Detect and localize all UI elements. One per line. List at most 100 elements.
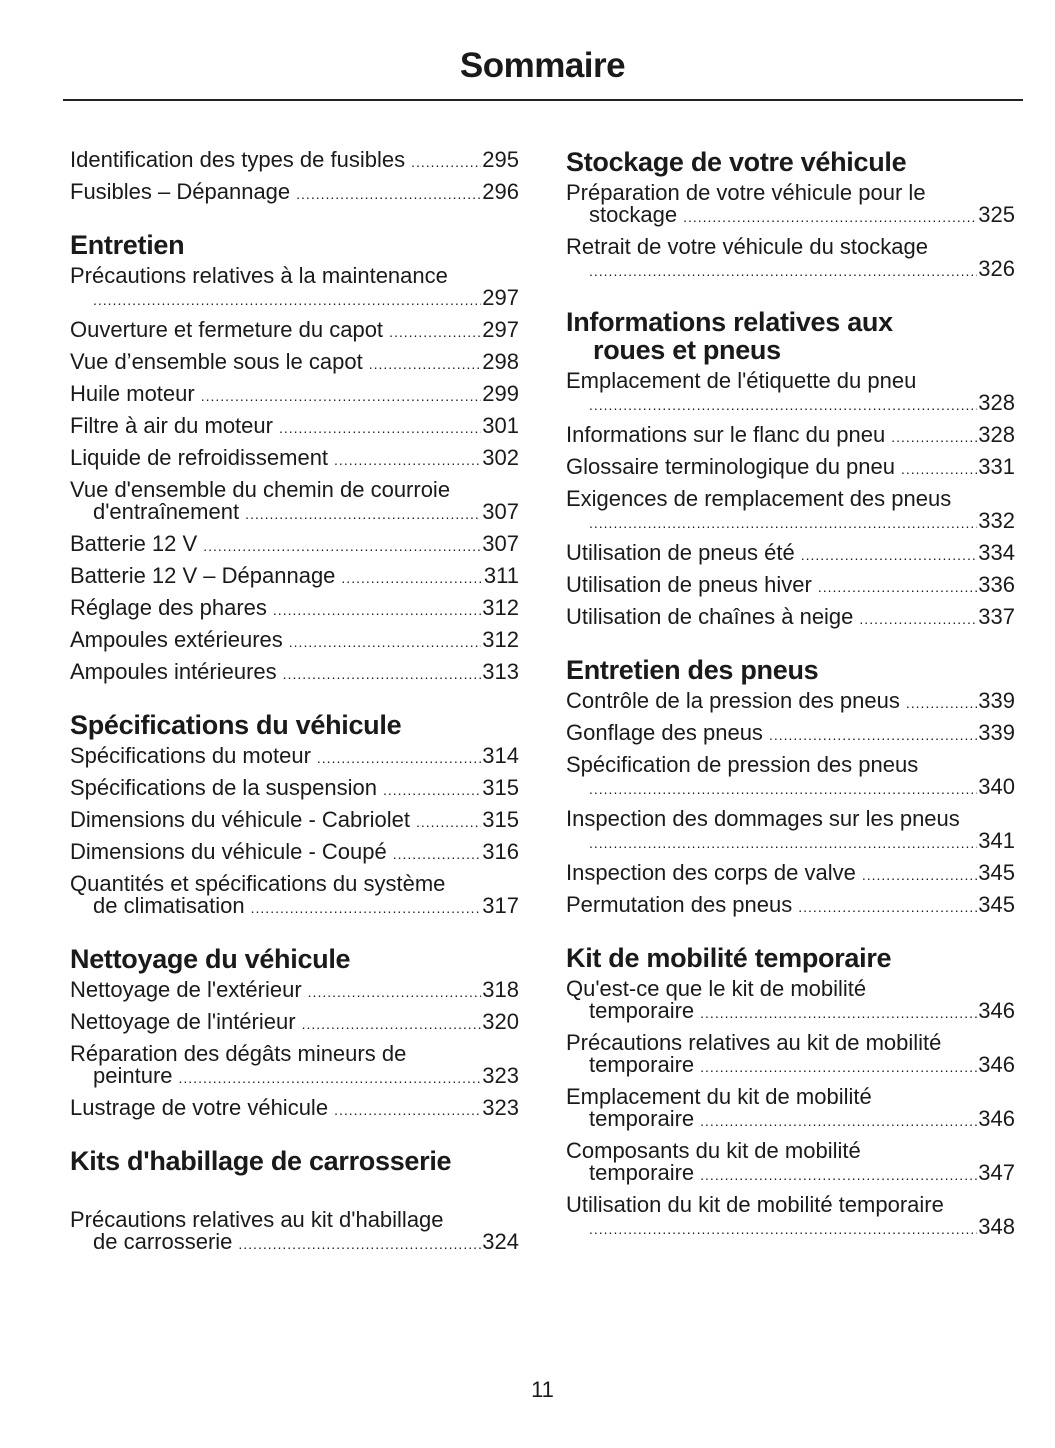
toc-entry-page[interactable]: 297 <box>482 317 519 342</box>
toc-entry-page[interactable]: 297 <box>482 285 519 310</box>
toc-entry[interactable]: Emplacement de l'étiquette du pneu 328 <box>566 366 1015 420</box>
toc-entry-title[interactable]: Inspection des dommages sur les pneus <box>566 806 960 831</box>
toc-entry[interactable]: Utilisation de pneus hiver 336 <box>566 570 1015 602</box>
toc-entry-page[interactable]: 331 <box>978 454 1015 479</box>
toc-entry-page[interactable]: 336 <box>978 572 1015 597</box>
toc-entry[interactable]: Informations sur le flanc du pneu 328 <box>566 420 1015 452</box>
toc-entry-page[interactable]: 323 <box>482 1095 519 1120</box>
toc-entry-title[interactable]: Batterie 12 V – Dépannage <box>70 563 336 588</box>
toc-entry-title[interactable]: Emplacement de l'étiquette du pneu <box>566 368 917 393</box>
toc-entry-title[interactable]: Ouverture et fermeture du capot <box>70 317 384 342</box>
toc-entry-page[interactable]: 318 <box>482 977 519 1002</box>
toc-entry-page[interactable]: 301 <box>482 413 519 438</box>
toc-entry[interactable]: Précautions relatives à la maintenance 29… <box>70 261 519 315</box>
toc-entry-title[interactable]: Retrait de votre véhicule du stockage <box>566 234 928 259</box>
toc-entry[interactable]: Nettoyage de l'intérieur 320 <box>70 1007 519 1039</box>
toc-entry-title[interactable]: Emplacement du kit de mobilité <box>566 1084 872 1109</box>
toc-entry-page[interactable]: 311 <box>483 563 519 588</box>
toc-entry-title[interactable]: Filtre à air du moteur <box>70 413 273 438</box>
toc-entry-title[interactable]: Préparation de votre véhicule pour le <box>566 180 926 205</box>
toc-entry-title[interactable]: Identification des types de fusibles <box>70 147 406 172</box>
toc-entry-page[interactable]: 346 <box>978 998 1015 1023</box>
toc-entry[interactable]: Batterie 12 V – Dépannage 311 <box>70 561 519 593</box>
toc-entry[interactable]: Ouverture et fermeture du capot 297 <box>70 315 519 347</box>
toc-entry-title[interactable]: Informations sur le flanc du pneu <box>566 422 886 447</box>
toc-entry[interactable]: Ampoules extérieures 312 <box>70 625 519 657</box>
toc-entry-title-continuation[interactable]: de carrosserie <box>93 1229 233 1254</box>
toc-entry-page[interactable]: 313 <box>482 659 519 684</box>
toc-entry[interactable]: Qu'est-ce que le kit de mobilité temporai… <box>566 974 1015 1028</box>
toc-entry-page[interactable]: 341 <box>978 828 1015 853</box>
toc-entry-title[interactable]: Fusibles – Dépannage <box>70 179 291 204</box>
toc-entry[interactable]: Précautions relatives au kit de mobilité… <box>566 1028 1015 1082</box>
toc-entry-title[interactable]: Dimensions du véhicule - Coupé <box>70 839 387 864</box>
toc-entry-title[interactable]: Dimensions du véhicule - Cabriolet <box>70 807 410 832</box>
toc-entry-title[interactable]: Utilisation du kit de mobilité temporair… <box>566 1192 944 1217</box>
toc-entry-title[interactable]: Glossaire terminologique du pneu <box>566 454 895 479</box>
toc-entry[interactable]: Préparation de votre véhicule pour le sto… <box>566 178 1015 232</box>
toc-entry-title-continuation[interactable]: temporaire <box>589 1052 695 1077</box>
toc-entry-title[interactable]: Ampoules extérieures <box>70 627 283 652</box>
toc-entry-title[interactable]: Vue d’ensemble sous le capot <box>70 349 363 374</box>
toc-entry-title[interactable]: Réparation des dégâts mineurs de <box>70 1041 407 1066</box>
toc-entry[interactable]: Gonflage des pneus 339 <box>566 718 1015 750</box>
toc-entry-title-continuation[interactable]: d'entraînement <box>93 499 240 524</box>
toc-entry-title[interactable]: Quantités et spécifications du système <box>70 871 446 896</box>
toc-entry-page[interactable]: 346 <box>978 1052 1015 1077</box>
toc-entry[interactable]: Spécifications de la suspension 315 <box>70 773 519 805</box>
toc-entry-title[interactable]: Réglage des phares <box>70 595 267 620</box>
toc-entry-page[interactable]: 346 <box>978 1106 1015 1131</box>
toc-entry-title-continuation[interactable]: peinture <box>93 1063 173 1088</box>
toc-entry-page[interactable]: 328 <box>978 390 1015 415</box>
toc-entry-title[interactable]: Contrôle de la pression des pneus <box>566 688 900 713</box>
toc-entry-page[interactable]: 347 <box>978 1160 1015 1185</box>
toc-entry-page[interactable]: 320 <box>482 1009 519 1034</box>
toc-entry[interactable]: Contrôle de la pression des pneus 339 <box>566 686 1015 718</box>
toc-entry-title[interactable]: Qu'est-ce que le kit de mobilité <box>566 976 867 1001</box>
toc-entry-page[interactable]: 312 <box>482 595 519 620</box>
toc-entry-page[interactable]: 332 <box>978 508 1015 533</box>
toc-entry-title[interactable]: Inspection des corps de valve <box>566 860 856 885</box>
toc-entry-page[interactable]: 302 <box>482 445 519 470</box>
toc-entry-page[interactable]: 307 <box>482 531 519 556</box>
toc-entry[interactable]: Quantités et spécifications du système de… <box>70 869 519 923</box>
toc-entry-title[interactable]: Précautions relatives au kit d'habillage <box>70 1207 444 1232</box>
toc-entry-title[interactable]: Huile moteur <box>70 381 195 406</box>
toc-entry-title-continuation[interactable]: temporaire <box>589 998 695 1023</box>
toc-entry-title[interactable]: Gonflage des pneus <box>566 720 763 745</box>
toc-entry[interactable]: Vue d’ensemble sous le capot 298 <box>70 347 519 379</box>
toc-entry-page[interactable]: 317 <box>482 893 519 918</box>
toc-entry[interactable]: Exigences de remplacement des pneus 332 <box>566 484 1015 538</box>
toc-entry[interactable]: Spécification de pression des pneus 340 <box>566 750 1015 804</box>
toc-entry-title[interactable]: Ampoules intérieures <box>70 659 277 684</box>
toc-entry-page[interactable]: 324 <box>482 1229 519 1254</box>
toc-entry-page[interactable]: 328 <box>978 422 1015 447</box>
toc-entry-page[interactable]: 323 <box>482 1063 519 1088</box>
toc-entry-page[interactable]: 326 <box>978 256 1015 281</box>
toc-entry[interactable]: Utilisation de pneus été 334 <box>566 538 1015 570</box>
toc-entry[interactable]: Lustrage de votre véhicule 323 <box>70 1093 519 1125</box>
toc-entry-title[interactable]: Spécifications de la suspension <box>70 775 377 800</box>
toc-entry-page[interactable]: 337 <box>978 604 1015 629</box>
toc-entry[interactable]: Inspection des corps de valve 345 <box>566 858 1015 890</box>
toc-entry[interactable]: Vue d'ensemble du chemin de courroie d'en… <box>70 475 519 529</box>
toc-entry-title[interactable]: Utilisation de pneus été <box>566 540 795 565</box>
toc-entry[interactable]: Liquide de refroidissement 302 <box>70 443 519 475</box>
toc-entry-page[interactable]: 345 <box>978 860 1015 885</box>
toc-entry[interactable]: Inspection des dommages sur les pneus 341 <box>566 804 1015 858</box>
toc-entry[interactable]: Permutation des pneus 345 <box>566 890 1015 922</box>
toc-entry[interactable]: Glossaire terminologique du pneu 331 <box>566 452 1015 484</box>
toc-entry-page[interactable]: 315 <box>482 775 519 800</box>
toc-entry-title[interactable]: Précautions relatives à la maintenance <box>70 263 448 288</box>
toc-entry-page[interactable]: 314 <box>482 743 519 768</box>
toc-entry-title[interactable]: Précautions relatives au kit de mobilité <box>566 1030 942 1055</box>
toc-entry[interactable]: Emplacement du kit de mobilité temporaire… <box>566 1082 1015 1136</box>
toc-entry-page[interactable]: 348 <box>978 1214 1015 1239</box>
toc-entry-page[interactable]: 339 <box>978 688 1015 713</box>
toc-entry-title[interactable]: Utilisation de chaînes à neige <box>566 604 854 629</box>
toc-entry[interactable]: Spécifications du moteur 314 <box>70 741 519 773</box>
toc-entry-title-continuation[interactable]: de climatisation <box>93 893 245 918</box>
toc-entry[interactable]: Ampoules intérieures 313 <box>70 657 519 689</box>
toc-entry-title[interactable]: Utilisation de pneus hiver <box>566 572 812 597</box>
